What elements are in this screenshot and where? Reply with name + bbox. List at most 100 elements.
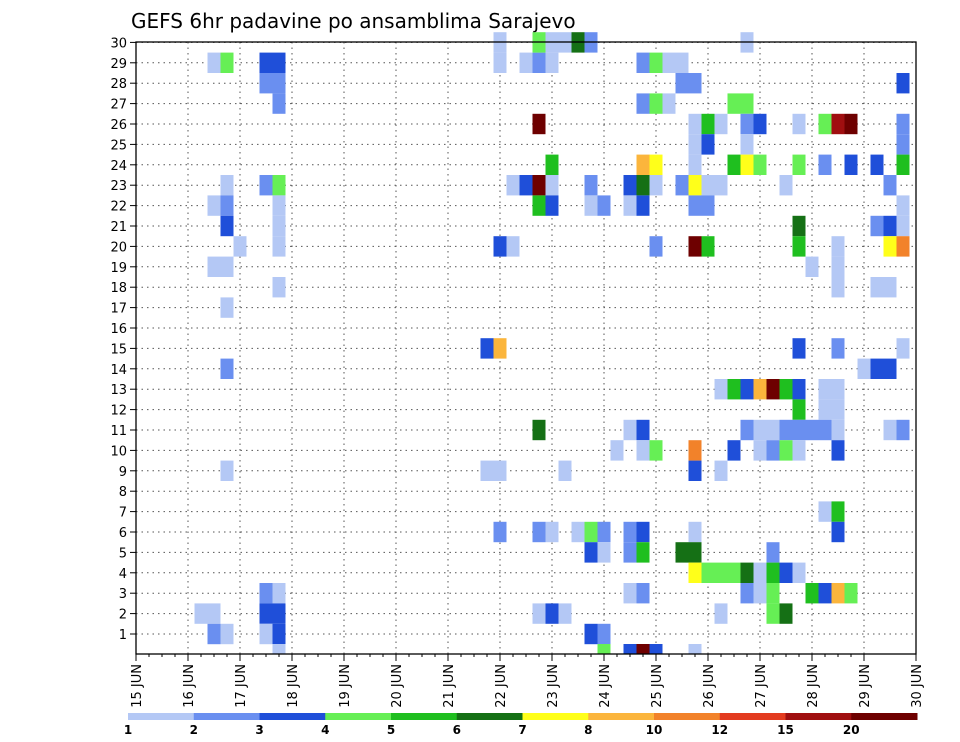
precipitation-cell	[857, 358, 871, 379]
precipitation-cell	[207, 623, 221, 645]
precipitation-cell	[506, 175, 520, 196]
precipitation-cell	[662, 52, 676, 73]
precipitation-cell	[701, 113, 715, 135]
precipitation-cell	[792, 113, 806, 135]
legend-label: 20	[843, 723, 860, 737]
precipitation-cell	[688, 134, 702, 155]
x-tick-label: 18 JUN	[286, 664, 301, 708]
precipitation-cell	[727, 440, 741, 461]
precipitation-cell	[714, 113, 728, 135]
legend-label: 8	[584, 723, 592, 737]
precipitation-cell	[194, 603, 208, 624]
precipitation-cell	[883, 419, 897, 441]
precipitation-cell	[259, 175, 273, 196]
precipitation-cell	[636, 583, 650, 604]
heatmap-cells	[194, 32, 910, 654]
precipitation-cell	[272, 644, 286, 654]
precipitation-cell	[649, 236, 663, 257]
precipitation-cell	[259, 52, 273, 73]
precipitation-cell	[753, 113, 767, 135]
precipitation-cell	[896, 236, 910, 257]
precipitation-cell	[545, 603, 559, 624]
precipitation-cell	[220, 358, 234, 379]
precipitation-cell	[649, 440, 663, 461]
precipitation-cell	[220, 460, 234, 481]
legend-label: 4	[321, 723, 329, 737]
precipitation-cell	[272, 623, 286, 645]
y-tick-label: 18	[110, 281, 127, 296]
precipitation-cell	[545, 195, 559, 216]
precipitation-cell	[623, 521, 637, 543]
precipitation-cell	[597, 623, 611, 645]
precipitation-cell	[220, 195, 234, 216]
color-legend: 1 2 3 4 5 6 7 8 10 12 15 20	[124, 713, 918, 737]
x-tick-label: 21 JUN	[442, 664, 457, 708]
precipitation-cell	[831, 501, 845, 522]
precipitation-cell	[831, 113, 845, 135]
precipitation-cell	[532, 52, 546, 73]
y-tick-label: 17	[110, 302, 127, 317]
precipitation-cell	[831, 521, 845, 543]
y-tick-label: 10	[110, 444, 127, 459]
y-tick-label: 25	[110, 138, 127, 153]
legend-swatch	[391, 713, 458, 720]
precipitation-cell	[818, 399, 832, 420]
precipitation-cell	[831, 440, 845, 461]
legend-label: 2	[190, 723, 198, 737]
precipitation-cell	[584, 521, 598, 543]
precipitation-cell	[558, 460, 572, 481]
precipitation-cell	[714, 175, 728, 196]
precipitation-cell	[870, 215, 884, 237]
precipitation-cell	[766, 419, 780, 441]
precipitation-cell	[688, 73, 702, 94]
precipitation-cell	[753, 154, 767, 175]
precipitation-cell	[493, 52, 507, 73]
precipitation-cell	[714, 562, 728, 583]
precipitation-cell	[688, 154, 702, 175]
precipitation-cell	[831, 379, 845, 400]
precipitation-cell	[259, 73, 273, 94]
precipitation-cell	[896, 338, 910, 359]
precipitation-cell	[714, 460, 728, 481]
precipitation-cell	[545, 521, 559, 543]
legend-label: 10	[646, 723, 663, 737]
precipitation-cell	[831, 256, 845, 277]
legend-swatch	[456, 713, 523, 720]
precipitation-cell	[701, 175, 715, 196]
precipitation-cell	[272, 73, 286, 94]
precipitation-cell	[727, 379, 741, 400]
y-tick-label: 19	[110, 261, 127, 276]
precipitation-cell	[532, 175, 546, 196]
precipitation-cell	[545, 52, 559, 73]
precipitation-cell	[870, 154, 884, 175]
precipitation-cell	[740, 154, 754, 175]
y-tick-label: 13	[110, 383, 127, 398]
legend-swatch	[325, 713, 392, 720]
precipitation-cell	[740, 93, 754, 114]
precipitation-cell	[831, 583, 845, 604]
precipitation-cell	[207, 603, 221, 624]
precipitation-cell	[714, 379, 728, 400]
precipitation-cell	[519, 52, 533, 73]
legend-label: 6	[453, 723, 461, 737]
y-tick-label: 2	[119, 608, 127, 623]
precipitation-cell	[207, 256, 221, 277]
precipitation-cell	[896, 113, 910, 135]
precipitation-cell	[649, 52, 663, 73]
y-tick-label: 4	[119, 567, 127, 582]
precipitation-cell	[792, 154, 806, 175]
precipitation-cell	[597, 521, 611, 543]
precipitation-cell	[597, 644, 611, 654]
precipitation-cell	[493, 338, 507, 359]
precipitation-cell	[883, 277, 897, 298]
precipitation-cell	[220, 175, 234, 196]
x-tick-label: 24 JUN	[598, 664, 613, 708]
x-tick-label: 28 JUN	[806, 664, 821, 708]
y-tick-label: 24	[110, 159, 127, 174]
precipitation-cell	[831, 419, 845, 441]
precipitation-cell	[636, 93, 650, 114]
precipitation-cell	[844, 154, 858, 175]
y-tick-label: 16	[110, 322, 127, 337]
precipitation-cell	[532, 113, 546, 135]
precipitation-cell	[779, 603, 793, 624]
